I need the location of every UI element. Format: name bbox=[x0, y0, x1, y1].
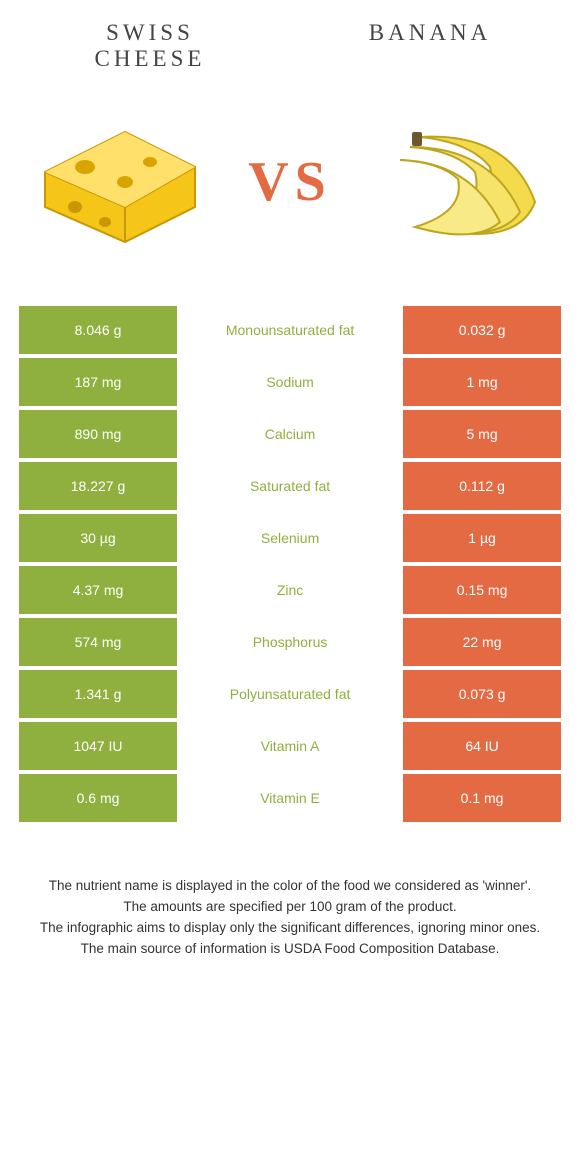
left-value-cell: 1047 IU bbox=[19, 722, 177, 770]
right-value-cell: 0.1 mg bbox=[403, 774, 561, 822]
table-row: 30 µgSelenium1 µg bbox=[19, 514, 561, 562]
left-value-cell: 4.37 mg bbox=[19, 566, 177, 614]
nutrient-name-cell: Vitamin A bbox=[181, 722, 399, 770]
left-value-cell: 1.341 g bbox=[19, 670, 177, 718]
nutrient-table: 8.046 gMonounsaturated fat0.032 g187 mgS… bbox=[15, 302, 565, 826]
left-value-cell: 8.046 g bbox=[19, 306, 177, 354]
right-value-cell: 0.032 g bbox=[403, 306, 561, 354]
footer-line-4: The main source of information is USDA F… bbox=[30, 939, 550, 960]
nutrient-name-cell: Zinc bbox=[181, 566, 399, 614]
right-value-cell: 0.112 g bbox=[403, 462, 561, 510]
left-value-cell: 30 µg bbox=[19, 514, 177, 562]
footer-line-3: The infographic aims to display only the… bbox=[30, 918, 550, 939]
left-food-title: Swiss Cheese bbox=[50, 20, 250, 72]
table-row: 0.6 mgVitamin E0.1 mg bbox=[19, 774, 561, 822]
right-value-cell: 22 mg bbox=[403, 618, 561, 666]
header: Swiss Cheese Banana bbox=[0, 0, 580, 82]
nutrient-name-cell: Monounsaturated fat bbox=[181, 306, 399, 354]
right-value-cell: 1 µg bbox=[403, 514, 561, 562]
nutrient-name-cell: Polyunsaturated fat bbox=[181, 670, 399, 718]
right-value-cell: 0.15 mg bbox=[403, 566, 561, 614]
left-value-cell: 187 mg bbox=[19, 358, 177, 406]
left-value-cell: 0.6 mg bbox=[19, 774, 177, 822]
left-value-cell: 574 mg bbox=[19, 618, 177, 666]
footer-line-2: The amounts are specified per 100 gram o… bbox=[30, 897, 550, 918]
nutrient-name-cell: Saturated fat bbox=[181, 462, 399, 510]
table-row: 4.37 mgZinc0.15 mg bbox=[19, 566, 561, 614]
images-row: VS bbox=[0, 82, 580, 302]
nutrient-name-cell: Calcium bbox=[181, 410, 399, 458]
right-value-cell: 0.073 g bbox=[403, 670, 561, 718]
table-row: 890 mgCalcium5 mg bbox=[19, 410, 561, 458]
banana-icon bbox=[370, 102, 550, 262]
right-value-cell: 64 IU bbox=[403, 722, 561, 770]
table-row: 8.046 gMonounsaturated fat0.032 g bbox=[19, 306, 561, 354]
footer-notes: The nutrient name is displayed in the co… bbox=[0, 826, 580, 960]
left-value-cell: 890 mg bbox=[19, 410, 177, 458]
nutrient-name-cell: Vitamin E bbox=[181, 774, 399, 822]
cheese-icon bbox=[30, 102, 210, 262]
table-row: 1047 IUVitamin A64 IU bbox=[19, 722, 561, 770]
table-row: 18.227 gSaturated fat0.112 g bbox=[19, 462, 561, 510]
nutrient-name-cell: Sodium bbox=[181, 358, 399, 406]
table-row: 574 mgPhosphorus22 mg bbox=[19, 618, 561, 666]
table-row: 1.341 gPolyunsaturated fat0.073 g bbox=[19, 670, 561, 718]
table-row: 187 mgSodium1 mg bbox=[19, 358, 561, 406]
footer-line-1: The nutrient name is displayed in the co… bbox=[30, 876, 550, 897]
right-value-cell: 5 mg bbox=[403, 410, 561, 458]
vs-label: VS bbox=[248, 150, 332, 214]
right-food-title: Banana bbox=[330, 20, 530, 46]
nutrient-name-cell: Phosphorus bbox=[181, 618, 399, 666]
nutrient-name-cell: Selenium bbox=[181, 514, 399, 562]
right-value-cell: 1 mg bbox=[403, 358, 561, 406]
left-value-cell: 18.227 g bbox=[19, 462, 177, 510]
